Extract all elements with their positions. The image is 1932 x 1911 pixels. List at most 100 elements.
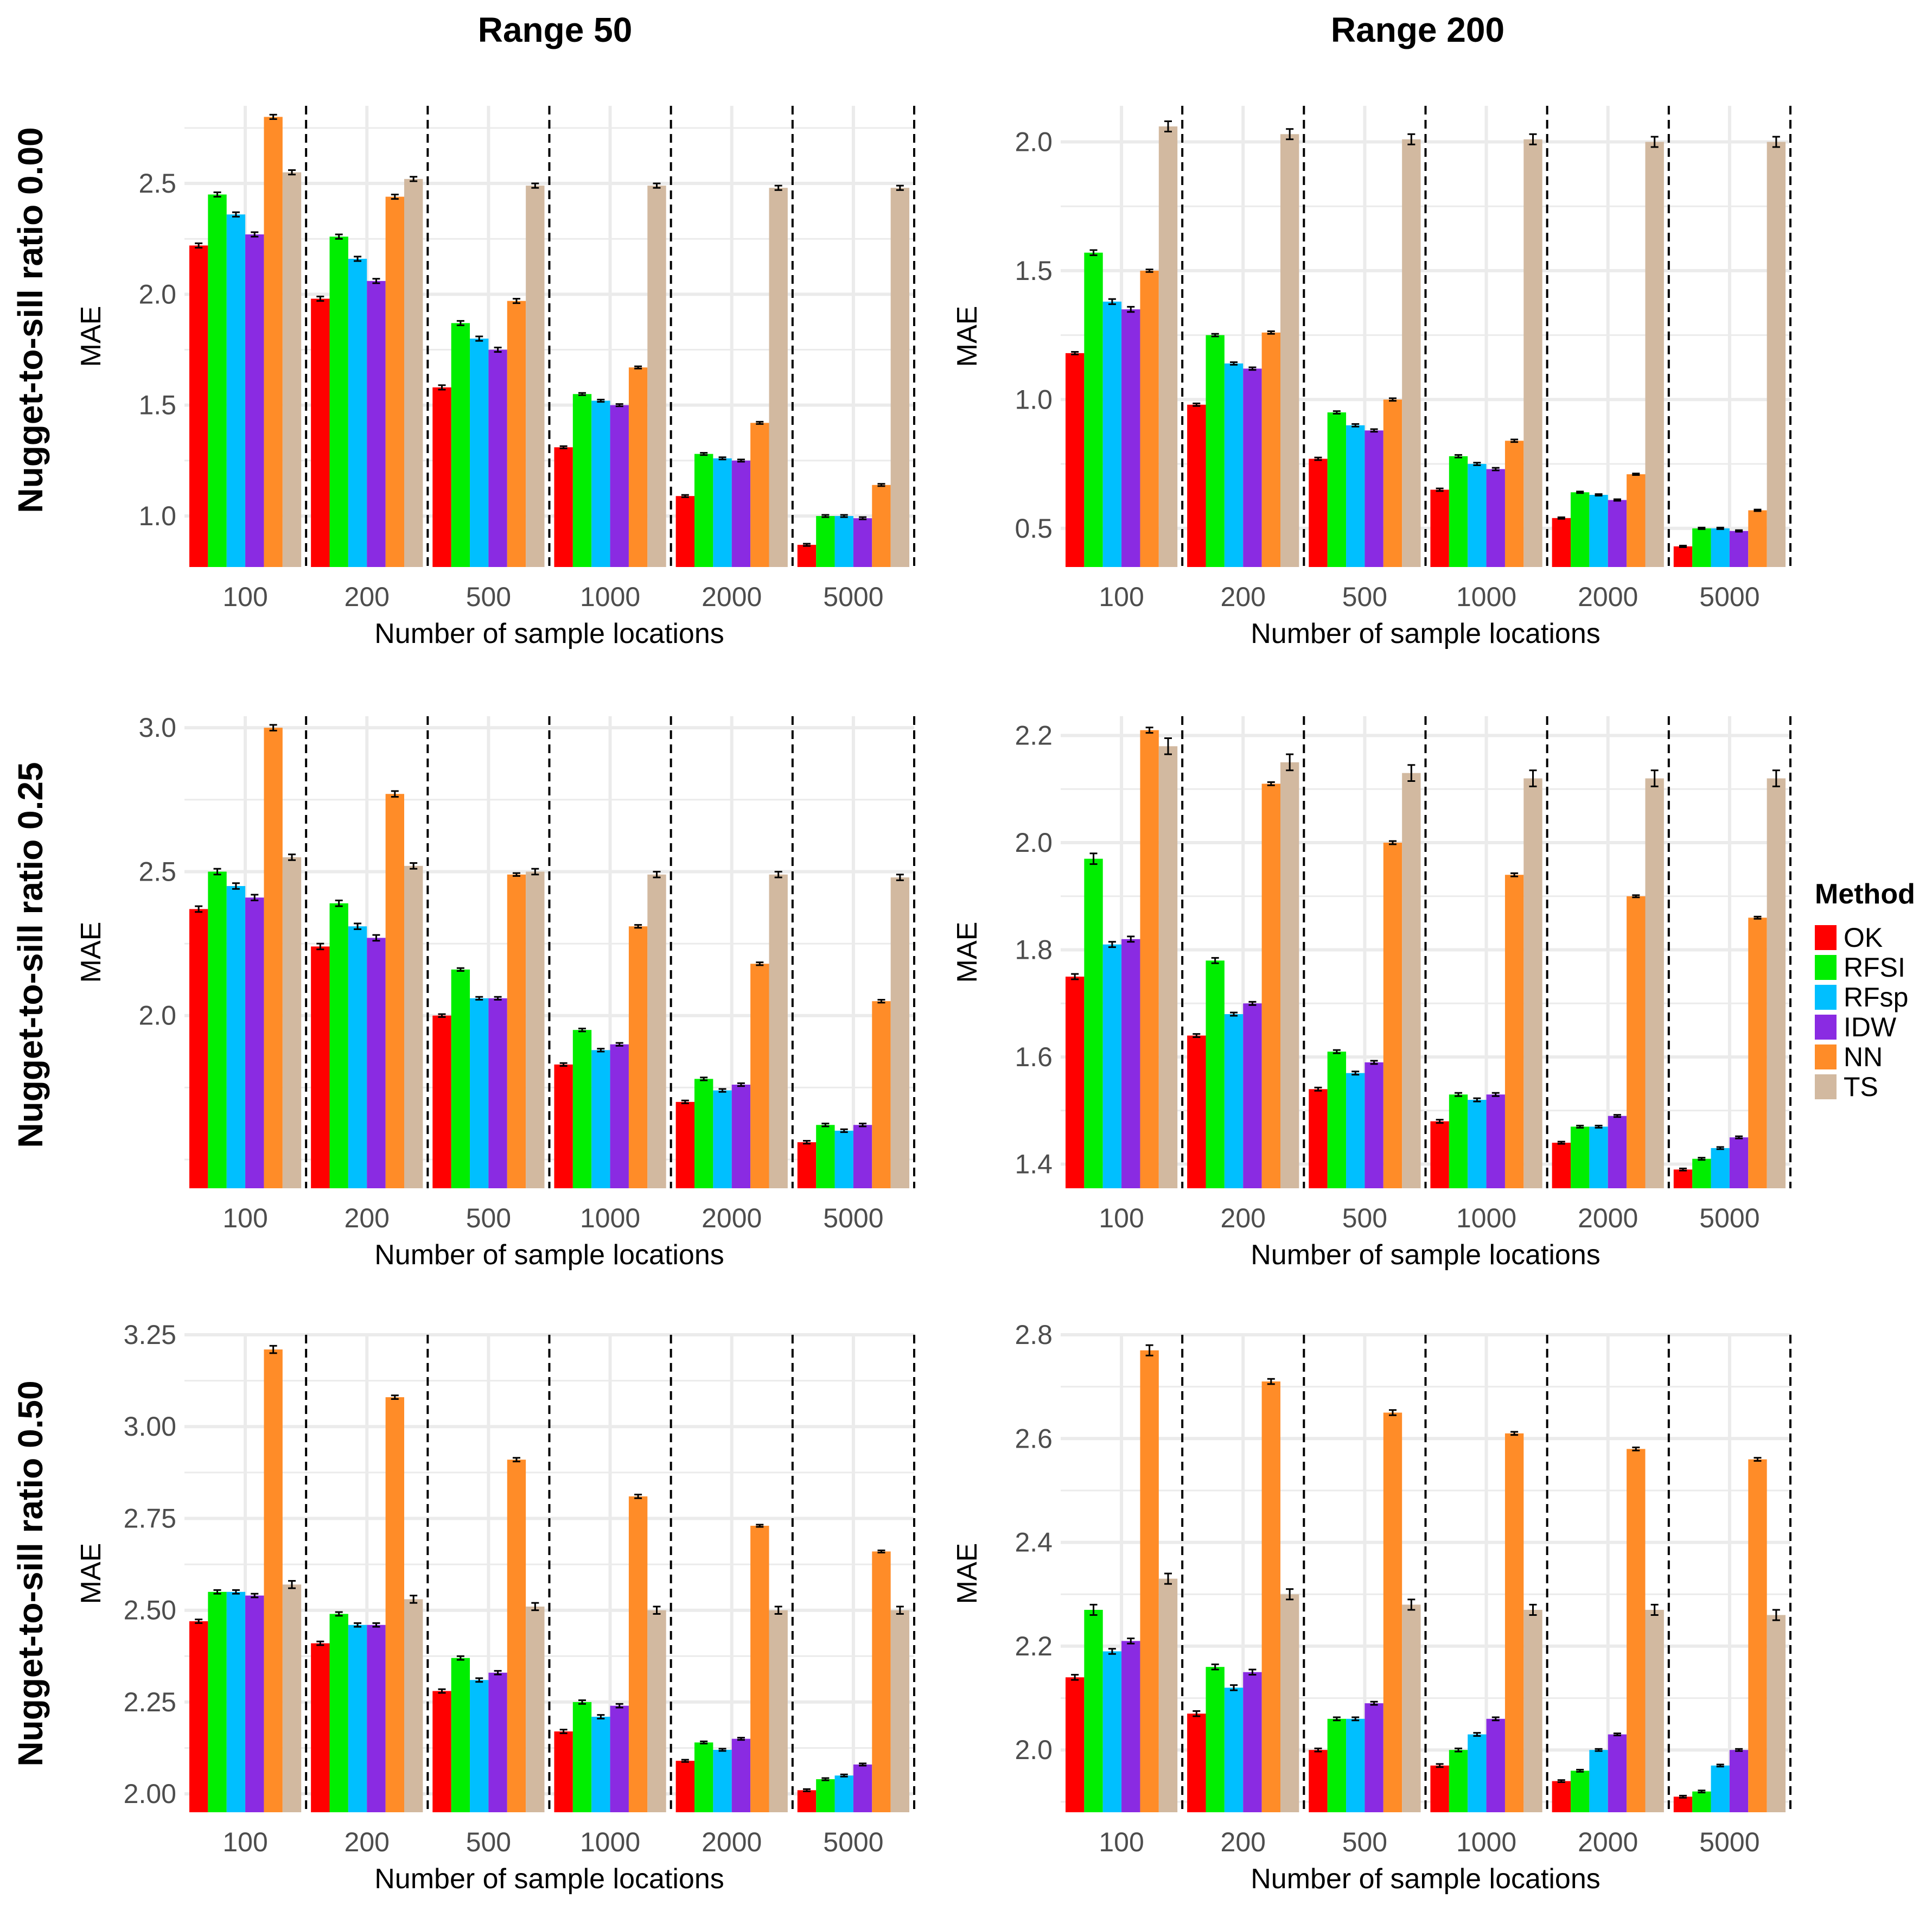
column-title-range-200: Range 200 (1331, 10, 1504, 49)
error-bar (1248, 1001, 1257, 1006)
bar-ok-500 (432, 1691, 451, 1812)
legend-swatch (1815, 1044, 1837, 1069)
bar-idw-200 (1243, 368, 1262, 567)
bar-idw-1000 (610, 1705, 629, 1812)
error-bar (1473, 462, 1481, 466)
series-nn (1140, 727, 1767, 1188)
error-bar (1679, 545, 1687, 548)
error-bar (597, 398, 605, 403)
series-ts (1158, 1572, 1786, 1812)
bar-idw-5000 (853, 1125, 872, 1188)
error-bar (634, 924, 642, 929)
series-rfsp (1102, 1648, 1730, 1812)
error-bar (531, 182, 539, 189)
error-bar (1388, 397, 1397, 402)
bar-rfsi-1000 (1449, 1750, 1468, 1812)
error-bar (681, 1759, 689, 1763)
x-tick-label: 1000 (580, 1827, 640, 1857)
bar-nn-500 (1383, 399, 1402, 567)
panel-p21: 2.0 2.2 2.4 2.6 2.8 100 200 500 1000 2000 5000 Numb… (952, 1320, 1791, 1895)
y-axis-title: MAE (75, 1543, 107, 1604)
error-bar (1632, 1447, 1640, 1451)
bar-rfsi-100 (208, 871, 227, 1188)
series-rfsi (208, 1589, 835, 1812)
error-bar (877, 1549, 885, 1553)
x-tick-label: 200 (1221, 1203, 1266, 1233)
error-bar (615, 1703, 623, 1709)
x-tick-label: 500 (1342, 582, 1387, 612)
bar-idw-200 (367, 281, 386, 567)
x-tick-label: 100 (1099, 1827, 1144, 1857)
bar-rfsi-200 (329, 1614, 348, 1812)
bar-idw-200 (1243, 1672, 1262, 1812)
error-bar (859, 516, 867, 520)
error-bar (512, 872, 520, 877)
bar-rfsp-5000 (834, 1775, 853, 1812)
bar-nn-200 (1261, 783, 1280, 1188)
bar-rfsi-2000 (694, 1079, 713, 1188)
facet-panels: 1.0 1.5 2.0 2.5 100 200 500 1000 2000 5000 Number … (75, 106, 1791, 1895)
error-bar (1473, 1732, 1481, 1737)
bar-rfsi-200 (329, 903, 348, 1188)
bar-ok-5000 (1673, 1169, 1693, 1188)
bar-rfsi-100 (1084, 252, 1103, 567)
bar-idw-500 (1364, 1062, 1383, 1188)
series-nn (264, 1345, 891, 1812)
bar-nn-2000 (1627, 474, 1646, 567)
bar-idw-200 (367, 938, 386, 1188)
error-bar (1127, 305, 1135, 313)
bar-rfsi-500 (451, 969, 470, 1188)
bar-rfsp-500 (1346, 1718, 1365, 1812)
bar-nn-5000 (1748, 510, 1767, 567)
y-tick-label: 2.75 (124, 1503, 176, 1533)
bar-idw-1000 (1486, 469, 1505, 567)
y-tick-label: 2.8 (1015, 1320, 1053, 1350)
panel-p01: 0.5 1.0 1.5 2.0 100 200 500 1000 2000 5000 Number … (952, 106, 1791, 649)
bar-rfsp-500 (1346, 425, 1365, 567)
bar-nn-100 (264, 728, 283, 1188)
bar-idw-2000 (731, 1085, 751, 1188)
x-tick-label: 1000 (580, 582, 640, 612)
x-tick-label: 5000 (1699, 1203, 1759, 1233)
error-bar (1436, 1763, 1444, 1768)
error-bar (1473, 1097, 1481, 1103)
error-bar (559, 1729, 568, 1734)
bar-idw-2000 (731, 1738, 751, 1812)
x-tick-label: 500 (466, 1827, 511, 1857)
bar-rfsi-500 (451, 323, 470, 567)
error-bar (391, 193, 399, 200)
y-tick-label: 1.8 (1015, 935, 1053, 965)
error-bar (1108, 1648, 1116, 1655)
error-bar (718, 1748, 726, 1752)
bar-rfsi-200 (1206, 335, 1225, 567)
error-bar (232, 1589, 240, 1595)
error-bar (410, 862, 418, 870)
error-bar (896, 874, 904, 881)
y-tick-labels: 1.0 1.5 2.0 2.5 (138, 168, 176, 531)
error-bar (615, 1042, 623, 1047)
error-bar (512, 298, 520, 304)
error-bar (821, 1777, 830, 1781)
bar-nn-5000 (872, 1001, 891, 1188)
bar-ts-5000 (890, 877, 910, 1188)
bar-ok-5000 (797, 1790, 817, 1812)
legend-item-ts: TS (1815, 1072, 1878, 1102)
bar-idw-100 (1121, 1641, 1140, 1812)
x-tick-label: 2000 (702, 1827, 762, 1857)
bar-ts-200 (1280, 762, 1299, 1188)
error-bar (531, 1602, 539, 1611)
error-bar (1145, 727, 1153, 734)
bar-nn-1000 (1504, 441, 1524, 567)
bar-rfsp-5000 (1711, 1765, 1730, 1812)
bar-ts-100 (1158, 746, 1178, 1188)
error-bar (1145, 1344, 1153, 1356)
bar-rfsi-500 (1327, 1052, 1347, 1188)
error-bar (251, 231, 259, 238)
error-bar (1089, 249, 1098, 256)
error-bar (195, 905, 203, 913)
error-bar (681, 1099, 689, 1105)
y-tick-labels: 1.4 1.6 1.8 2.0 2.2 (1015, 721, 1053, 1180)
y-axis-title: MAE (952, 922, 983, 983)
error-bar (1595, 493, 1603, 496)
